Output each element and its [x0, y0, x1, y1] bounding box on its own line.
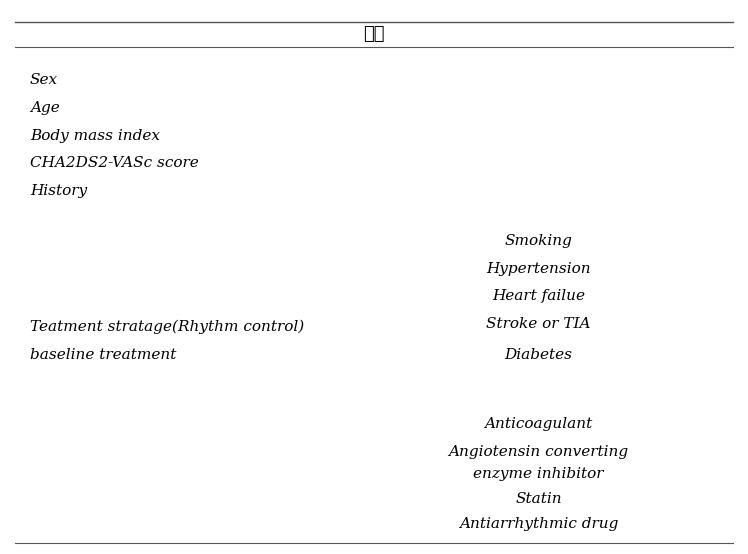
Text: Sex: Sex: [30, 73, 58, 88]
Text: Diabetes: Diabetes: [505, 347, 572, 362]
Text: History: History: [30, 184, 87, 198]
Text: CHA2DS2-VASc score: CHA2DS2-VASc score: [30, 156, 199, 171]
Text: Statin: Statin: [515, 491, 562, 506]
Text: Heart failue: Heart failue: [492, 289, 585, 304]
Text: enzyme inhibitor: enzyme inhibitor: [473, 466, 604, 481]
Text: Stroke or TIA: Stroke or TIA: [486, 317, 591, 331]
Text: Angiotensin converting: Angiotensin converting: [449, 444, 628, 459]
Text: Hypertension: Hypertension: [486, 261, 591, 276]
Text: 변수: 변수: [364, 25, 384, 43]
Text: Body mass index: Body mass index: [30, 129, 160, 143]
Text: Age: Age: [30, 101, 60, 115]
Text: Teatment stratage(Rhythm control): Teatment stratage(Rhythm control): [30, 320, 304, 334]
Text: Anticoagulant: Anticoagulant: [485, 417, 592, 431]
Text: baseline treatment: baseline treatment: [30, 347, 177, 362]
Text: Antiarrhythmic drug: Antiarrhythmic drug: [459, 516, 619, 531]
Text: Smoking: Smoking: [505, 234, 572, 248]
